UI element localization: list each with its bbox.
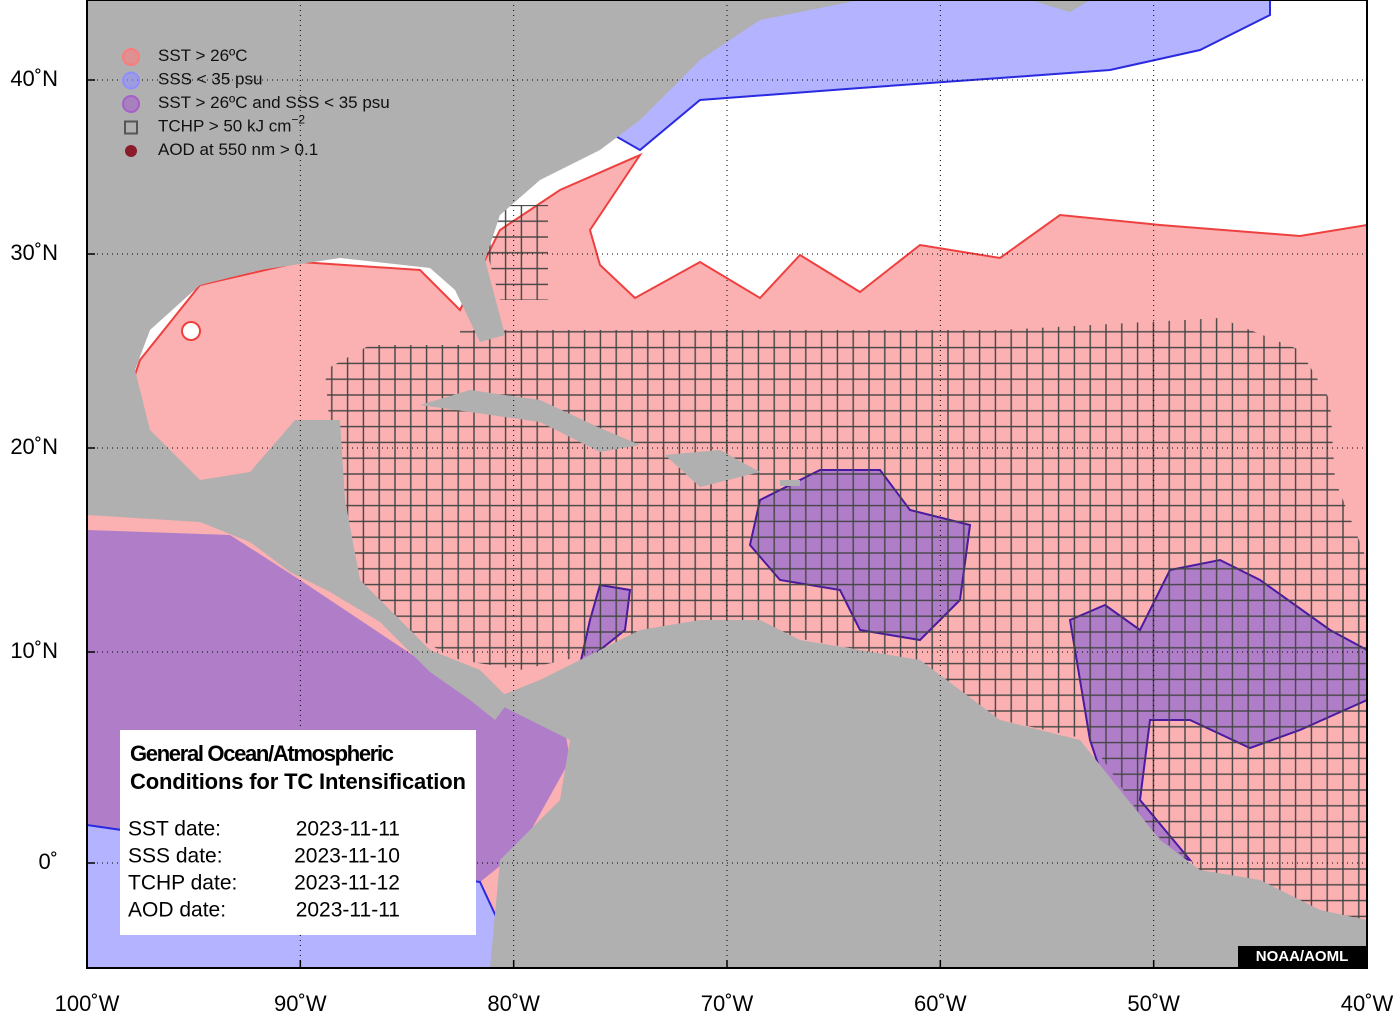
x-tick-label: 100˚W: [55, 991, 120, 1016]
land: [420, 390, 640, 452]
legend-label: SSS < 35 psu: [158, 70, 262, 89]
legend-label: AOD at 550 nm > 0.1: [158, 140, 318, 159]
info-date: 2023-11-10: [294, 845, 400, 868]
info-date: 2023-11-12: [294, 872, 400, 895]
legend-text: SST > 26ºC and SSS < 35 psu: [158, 93, 390, 112]
legend-text: SST > 26ºC: [158, 46, 248, 65]
legend-text: SSS < 35 psu: [158, 70, 262, 89]
info-label: AOD date:: [128, 899, 226, 922]
info-date: 2023-11-11: [296, 818, 400, 841]
credit-box: [1238, 946, 1366, 968]
land: [665, 450, 760, 487]
legend-text: AOD at 550 nm > 0.1: [158, 140, 318, 159]
legend-label: TCHP > 50 kJ cm−2: [158, 113, 305, 136]
info: General Ocean/Atmospheric Conditions for …: [128, 741, 466, 922]
legend-marker: [122, 48, 140, 66]
y-tick-label: 40˚N: [10, 66, 58, 91]
info-label: SST date:: [128, 818, 221, 841]
legend-label: SST > 26ºC and SSS < 35 psu: [158, 93, 390, 112]
info-label: TCHP date:: [128, 872, 237, 895]
legend-marker: [122, 95, 140, 113]
legend-marker: [125, 145, 137, 157]
x-tick-label: 80˚W: [487, 991, 540, 1016]
credit: NOAA/AOML: [1256, 948, 1349, 965]
land: [780, 480, 800, 486]
info-title: Conditions for TC Intensification: [130, 769, 466, 794]
x-tick-label: 60˚W: [914, 991, 967, 1016]
info-title: General Ocean/Atmospheric: [130, 741, 394, 766]
legend: SST > 26ºC SSS < 35 psu SST > 26ºC and SSS…: [122, 46, 390, 159]
x-tick-label: 40˚W: [1341, 991, 1394, 1016]
legend-superscript: −2: [291, 113, 305, 127]
land: [87, 0, 860, 720]
info-date: 2023-11-11: [296, 899, 400, 922]
y-tick-label: 30˚N: [10, 240, 58, 265]
legend-marker: [122, 71, 140, 90]
y-tick-label: 10˚N: [10, 638, 58, 663]
land: [490, 620, 1367, 968]
x-tick-label: 70˚W: [701, 991, 754, 1016]
sst-gap: [181, 321, 201, 341]
land: [1030, 0, 1090, 12]
tchp-grid: [485, 205, 548, 300]
plot-frame: [86, 0, 1368, 969]
legend-label: SST > 26ºC: [158, 46, 248, 65]
x-tick-label: 90˚W: [274, 991, 327, 1016]
info-label: SSS date:: [128, 845, 223, 868]
tchp-grid: [325, 318, 1367, 920]
legend-text: TCHP > 50 kJ cm: [158, 117, 291, 136]
info-box: [120, 730, 476, 935]
y-tick-label: 20˚N: [10, 434, 58, 459]
y-tick-label: 0˚: [38, 849, 58, 874]
axes: 100˚W 90˚W 80˚W 70˚W 60˚W 50˚W 40˚W 0˚ 10˚N 20˚N 3…: [10, 0, 1394, 1016]
x-tick-label: 50˚W: [1127, 991, 1180, 1016]
legend-marker: [124, 120, 138, 135]
